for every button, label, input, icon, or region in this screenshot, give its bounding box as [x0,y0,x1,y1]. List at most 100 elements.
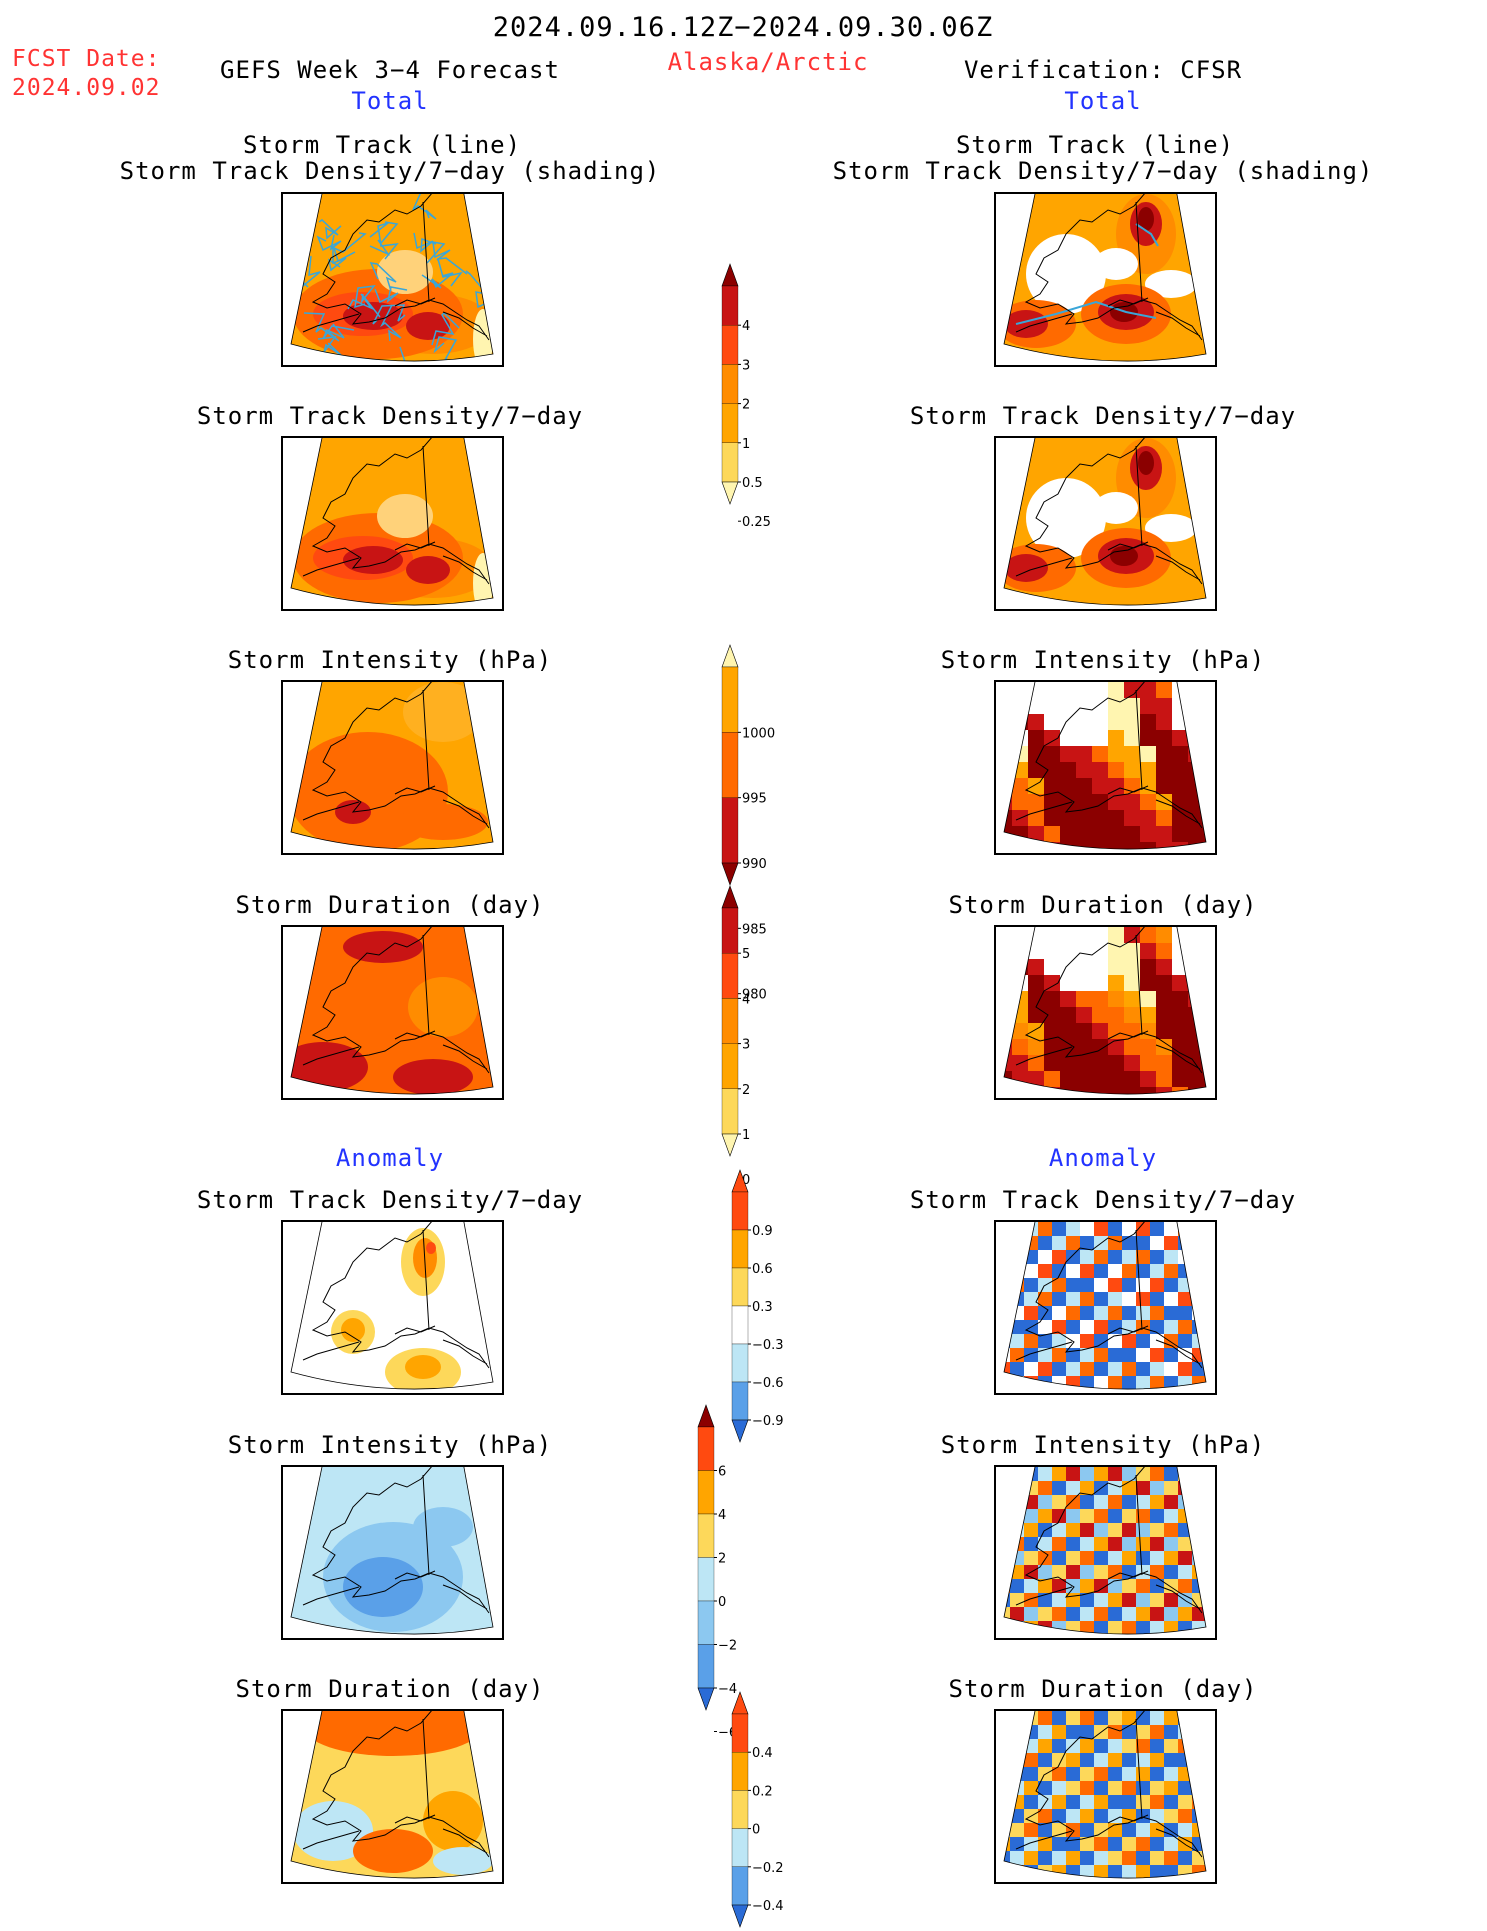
grid-cell [1080,1621,1094,1635]
grid-cell [1066,1537,1080,1551]
shaded-region [1110,546,1138,566]
grid-cell [1156,959,1172,975]
domain-outline [290,1711,494,1879]
grid-cell [1004,1851,1010,1865]
grid-cell [1150,1607,1164,1621]
grid-cell [1066,1222,1080,1236]
colorbar-segment [731,1191,749,1231]
colorbar-tip [697,1404,715,1428]
grid-cell [1206,1593,1215,1607]
coastline [1015,927,1203,1074]
grid-cell [1122,1711,1136,1725]
grid-cell [1010,1236,1024,1250]
grid-cell [1066,1362,1080,1376]
grid-cell [1038,1809,1052,1823]
map-panel-fcst-anom-density [281,1220,504,1395]
shaded-region [393,1059,473,1095]
grid-cell [1140,1087,1156,1095]
shaded-region [398,804,488,840]
grid-cell [1044,1071,1060,1087]
grid-cell [1024,1607,1038,1621]
grid-cell [1178,1390,1192,1393]
storm-track-line [317,336,342,356]
grid-cell [1108,1023,1124,1039]
grid-cell [1122,1551,1136,1565]
grid-cell [1080,1509,1094,1523]
grid-cell [1108,1809,1122,1823]
period-title: 2024.09.16.12Z−2024.09.30.06Z [492,12,994,43]
grid-cell [1044,794,1060,810]
grid-cell [1004,842,1012,850]
grid-cell [1076,746,1092,762]
grid-cell [1076,1087,1092,1095]
grid-cell [1010,1222,1024,1236]
grid-cell [1150,1767,1164,1781]
grid-cell [1108,1306,1122,1320]
grid-cell [1172,1007,1188,1023]
grid-cell [1038,1865,1052,1879]
grid-cell [1080,1306,1094,1320]
grid-cell [1052,1292,1066,1306]
domain-outline [290,927,494,1095]
colorbar-tick-label: −0.2 [752,1861,784,1876]
grid-cell [1052,1725,1066,1739]
grid-cell [1136,1781,1150,1795]
grid-cell [1094,1523,1108,1537]
grid-cell [1136,1292,1150,1306]
grid-cell [1150,1593,1164,1607]
grid-cell [1164,1739,1178,1753]
grid-cell [1206,1250,1215,1264]
grid-cell [1108,1481,1122,1495]
left-total-label: Total [351,87,429,115]
grid-cell [1080,1879,1094,1882]
grid-cell [1122,1823,1136,1837]
map-panel-cfsr-anom-density [994,1220,1217,1395]
colorbar-tick-label: 0.5 [742,476,763,491]
coastline [302,1222,490,1369]
colorbar-tick-label: −0.3 [752,1338,784,1353]
grid-cell [1206,1376,1215,1390]
grid-cell [1156,730,1172,746]
storm-track-line [437,257,468,287]
grid-cell [1188,826,1204,842]
map-svg [290,438,494,606]
grid-cell [1122,1607,1136,1621]
grid-cell [1060,810,1076,826]
grid-cell [1038,1334,1052,1348]
fcst-label: FCST Date: [12,46,161,72]
grid-cell [1122,1278,1136,1292]
map-svg [1003,927,1207,1095]
grid-cell [1136,1767,1150,1781]
grid-cell [1136,1739,1150,1753]
grid-cell [1108,927,1124,943]
grid-cell [1038,1320,1052,1334]
colorbar-tip [721,862,739,886]
grid-cell [1010,1390,1024,1393]
grid-cell [1156,826,1172,842]
colorbar-tip [721,481,739,505]
grid-cell [1076,810,1092,826]
grid-cell [1178,1823,1192,1837]
colorbar-tick-label: 3 [742,358,750,373]
grid-cell [1178,1781,1192,1795]
grid-cell [1060,778,1076,794]
grid-cell [1038,1292,1052,1306]
grid-cell [1164,1851,1178,1865]
grid-cell [1108,1537,1122,1551]
colorbar-tick-label: 0.6 [752,1262,773,1277]
grid-cell [1052,1781,1066,1795]
colorbar-tick-label: 1 [742,437,750,452]
grid-cell [1010,1509,1024,1523]
colorbar-tick-label: 995 [742,792,767,807]
grid-cell [1108,730,1124,746]
grid-cell [1028,826,1044,842]
grid-cell [1150,1823,1164,1837]
grid-cell [1172,778,1188,794]
coastline [1015,682,1203,829]
grid-cell [1122,1495,1136,1509]
grid-cell [1052,1537,1066,1551]
grid-cell [1108,1865,1122,1879]
grid-cell [1150,1348,1164,1362]
colorbar-svg: 0.9 0.6 0.3 −0.3 −0.6 −0.9 [731,1169,784,1443]
